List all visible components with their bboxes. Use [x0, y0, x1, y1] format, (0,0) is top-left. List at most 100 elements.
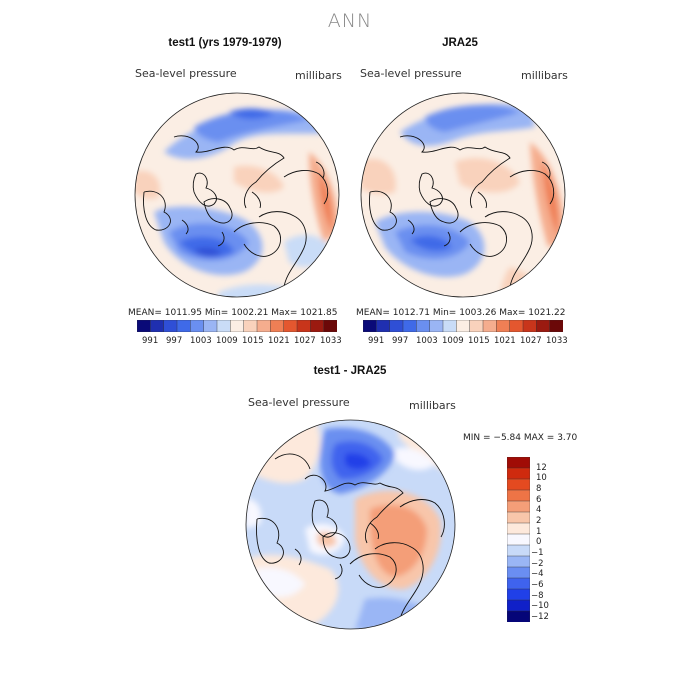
colorbar-tick: 1009 [442, 336, 464, 346]
test-panel-title: test1 (yrs 1979-1979) [168, 37, 282, 49]
colorbar-swatch [507, 599, 530, 612]
colorbar-tick: 12 [536, 463, 547, 473]
colorbar-tick: 1027 [520, 336, 542, 346]
colorbar-tick: 997 [166, 336, 183, 346]
colorbar-swatch [507, 478, 530, 491]
diff-variable-label: Sea-level pressure [248, 396, 350, 409]
colorbar-tick: 1033 [320, 336, 342, 346]
colorbar-swatch [507, 588, 530, 601]
test-colorbar [137, 320, 337, 332]
diff-colorbar-ticks: 12 10 8 6 4 2 1 0 −1 −2 −4 −6 −8 −10 −12 [531, 459, 576, 624]
colorbar-swatch [507, 500, 530, 513]
test-variable-label: Sea-level pressure [135, 67, 237, 80]
diff-colorbar [507, 457, 530, 622]
colorbar-swatch [507, 610, 530, 622]
colorbar-tick: 997 [392, 336, 409, 346]
colorbar-tick: 1027 [294, 336, 316, 346]
colorbar-swatch [507, 522, 530, 535]
colorbar-tick: 10 [536, 473, 547, 483]
colorbar-swatch [283, 320, 298, 332]
ref-units-label: millibars [521, 69, 568, 82]
colorbar-tick: 1009 [216, 336, 238, 346]
colorbar-tick: 1015 [242, 336, 264, 346]
colorbar-tick: 1 [536, 527, 542, 537]
colorbar-swatch [496, 320, 511, 332]
colorbar-swatch [536, 320, 551, 332]
colorbar-tick: −4 [531, 569, 544, 579]
colorbar-swatch [270, 320, 285, 332]
colorbar-swatch [549, 320, 563, 332]
colorbar-swatch [456, 320, 471, 332]
colorbar-swatch [402, 320, 417, 332]
colorbar-swatch [416, 320, 431, 332]
colorbar-tick: 4 [536, 505, 542, 515]
colorbar-swatch [176, 320, 191, 332]
ref-colorbar-ticks: 991 997 1003 1009 1015 1021 1027 1033 [363, 336, 573, 348]
colorbar-tick: −10 [531, 601, 549, 611]
colorbar-swatch [203, 320, 218, 332]
colorbar-tick: 1033 [546, 336, 568, 346]
colorbar-tick: 2 [536, 516, 542, 526]
colorbar-tick: 1003 [416, 336, 438, 346]
colorbar-swatch [376, 320, 391, 332]
colorbar-swatch [507, 577, 530, 590]
colorbar-swatch [482, 320, 497, 332]
test-polar-map [134, 92, 340, 298]
colorbar-tick: −12 [531, 612, 549, 622]
test-stats: MEAN= 1011.95 Min= 1002.21 Max= 1021.85 [128, 308, 338, 318]
colorbar-swatch [429, 320, 444, 332]
colorbar-swatch [442, 320, 457, 332]
diff-polar-map [245, 419, 456, 630]
colorbar-swatch [163, 320, 178, 332]
diff-panel-title: test1 - JRA25 [313, 365, 387, 377]
colorbar-swatch [522, 320, 537, 332]
colorbar-swatch [507, 544, 530, 557]
colorbar-swatch [216, 320, 231, 332]
colorbar-swatch [190, 320, 205, 332]
colorbar-tick: 1021 [494, 336, 516, 346]
ref-colorbar [363, 320, 563, 332]
colorbar-swatch [363, 320, 377, 332]
figure-title: ANN [327, 10, 373, 32]
colorbar-swatch [507, 555, 530, 568]
colorbar-tick: 8 [536, 484, 542, 494]
colorbar-swatch [509, 320, 524, 332]
colorbar-tick: −8 [531, 591, 544, 601]
test-colorbar-ticks: 991 997 1003 1009 1015 1021 1027 1033 [137, 336, 347, 348]
colorbar-swatch [310, 320, 325, 332]
colorbar-swatch [296, 320, 311, 332]
colorbar-tick: 1021 [268, 336, 290, 346]
test-coastlines [143, 135, 329, 288]
colorbar-tick: −1 [531, 548, 544, 558]
colorbar-swatch [507, 511, 530, 524]
ref-coastlines [369, 135, 555, 288]
colorbar-swatch [150, 320, 165, 332]
colorbar-swatch [243, 320, 258, 332]
colorbar-swatch [469, 320, 484, 332]
colorbar-swatch [137, 320, 151, 332]
colorbar-swatch [507, 467, 530, 480]
diff-units-label: millibars [409, 399, 456, 412]
diff-coastlines [256, 453, 445, 620]
colorbar-swatch [323, 320, 337, 332]
colorbar-swatch [389, 320, 404, 332]
ref-stats: MEAN= 1012.71 Min= 1003.26 Max= 1021.22 [356, 308, 566, 318]
colorbar-swatch [507, 533, 530, 546]
ref-polar-map [360, 92, 566, 298]
ref-variable-label: Sea-level pressure [360, 67, 462, 80]
colorbar-tick: 991 [142, 336, 159, 346]
colorbar-tick: −2 [531, 559, 544, 569]
diff-minmax: MIN = −5.84 MAX = 3.70 [463, 433, 578, 443]
colorbar-tick: 6 [536, 495, 542, 505]
colorbar-swatch [507, 457, 530, 469]
map-boundary [134, 92, 340, 298]
colorbar-swatch [507, 489, 530, 502]
colorbar-swatch [230, 320, 245, 332]
colorbar-tick: −6 [531, 580, 544, 590]
colorbar-swatch [507, 566, 530, 579]
colorbar-tick: 1015 [468, 336, 490, 346]
colorbar-tick: 0 [536, 537, 542, 547]
colorbar-swatch [256, 320, 271, 332]
test-units-label: millibars [295, 69, 342, 82]
colorbar-tick: 1003 [190, 336, 212, 346]
